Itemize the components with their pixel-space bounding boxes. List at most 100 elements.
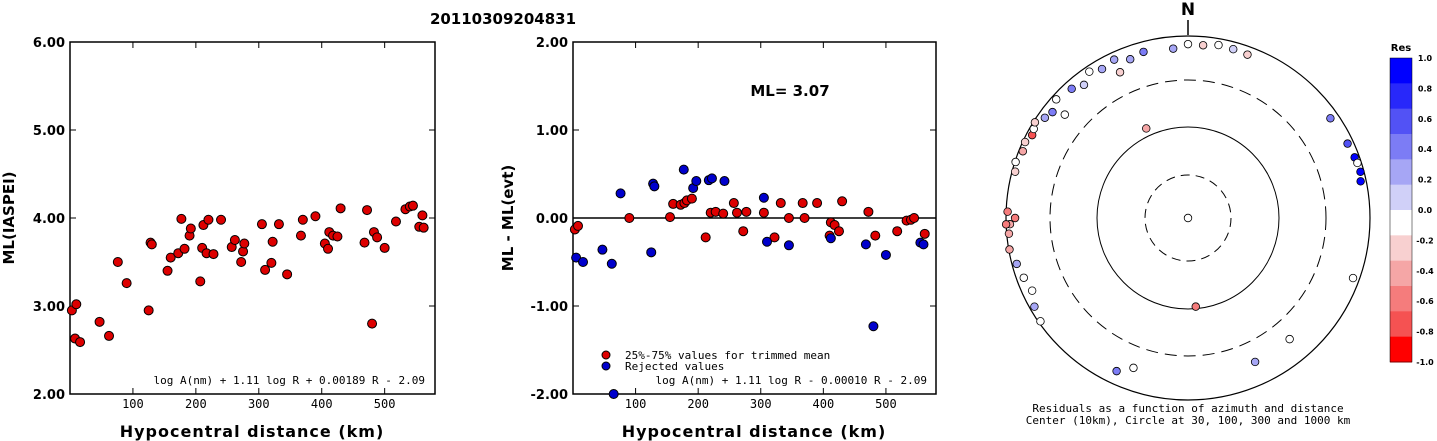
legend-label-rejected: Rejected values bbox=[625, 360, 724, 373]
magnitude-formula: log A(nm) + 1.11 log R + 0.00189 R - 2.0… bbox=[153, 374, 425, 387]
rejected-point bbox=[649, 181, 660, 192]
x-tick-label: 500 bbox=[875, 397, 897, 411]
x-tick-label: 500 bbox=[374, 397, 396, 411]
colorbar-cell bbox=[1390, 336, 1412, 363]
trimmed-point bbox=[783, 213, 794, 223]
data-point bbox=[203, 214, 214, 225]
colorbar-ticks: 1.0 0.8 0.6 0.4 0.2 0.0 -0.2 -0.4 -0.6 -0.8 -1.0 bbox=[1416, 54, 1434, 367]
x-tick-label: 300 bbox=[750, 397, 772, 411]
colorbar-tick-label: -0.4 bbox=[1416, 267, 1434, 276]
station-point bbox=[1229, 45, 1238, 54]
station-point bbox=[1129, 363, 1138, 373]
station-point bbox=[1030, 302, 1039, 311]
colorbar-cell bbox=[1390, 83, 1412, 110]
station-point bbox=[1040, 113, 1050, 122]
colorbar-tick-label: -0.6 bbox=[1416, 297, 1434, 306]
data-point bbox=[260, 264, 271, 275]
station-point bbox=[1052, 95, 1061, 104]
data-point bbox=[162, 265, 173, 276]
trimmed-point bbox=[892, 226, 903, 237]
data-point bbox=[417, 210, 428, 221]
data-point bbox=[216, 214, 227, 225]
magnitude-x-axis-label: Hypocentral distance (km) bbox=[120, 422, 385, 441]
data-point bbox=[379, 242, 390, 253]
station-point bbox=[1243, 50, 1252, 59]
trimmed-point bbox=[769, 232, 780, 243]
y-tick-label: 2.00 bbox=[536, 36, 568, 51]
y-tick-label: 0.00 bbox=[536, 212, 568, 227]
x-tick-label: 300 bbox=[248, 397, 270, 411]
legend-marker-rejected bbox=[601, 361, 611, 371]
trimmed-point bbox=[909, 213, 920, 223]
station-point bbox=[1126, 55, 1135, 64]
rejected-point bbox=[758, 192, 769, 203]
colorbar-tick-label: -1.0 bbox=[1416, 358, 1434, 367]
x-tick-label: 100 bbox=[625, 397, 647, 411]
station-point bbox=[1060, 110, 1070, 119]
rejected-point bbox=[678, 164, 689, 175]
colorbar: Res 1.0 0.8 0.6 0.4 0.2 0.0 -0.2 -0.4 -0.6 -0.8 -1… bbox=[1389, 43, 1434, 367]
colorbar-tick-label: 0.4 bbox=[1418, 145, 1433, 154]
station-point bbox=[1214, 40, 1223, 50]
data-point bbox=[176, 213, 187, 224]
legend-label-trimmed: 25%-75% values for trimmed mean bbox=[625, 349, 830, 362]
station-point bbox=[1003, 207, 1012, 216]
data-point bbox=[407, 200, 418, 211]
data-point bbox=[143, 305, 154, 316]
magnitude-y-axis-label: ML(IASPEI) bbox=[0, 171, 18, 264]
data-point bbox=[323, 243, 334, 254]
data-point bbox=[310, 211, 321, 222]
station-point bbox=[1011, 157, 1020, 167]
x-tick-label: 200 bbox=[687, 397, 709, 411]
station-point bbox=[1018, 147, 1028, 156]
data-point bbox=[273, 219, 284, 230]
magnitude-panel: 2.00 3.00 4.00 5.00 6.00 100 200 300 400 500 log… bbox=[0, 36, 436, 441]
trimmed-point bbox=[758, 207, 769, 218]
rejected-point bbox=[825, 233, 836, 244]
residual-y-axis-label: ML - ML(evt) bbox=[499, 165, 517, 271]
data-point bbox=[121, 278, 132, 289]
magnitude-y-ticks: 2.00 3.00 4.00 5.00 6.00 bbox=[33, 36, 435, 403]
y-tick-label: 1.00 bbox=[536, 124, 568, 139]
polar-caption-line1: Residuals as a function of azimuth and d… bbox=[1032, 402, 1343, 415]
station-point bbox=[1356, 167, 1365, 176]
rejected-point bbox=[606, 258, 617, 269]
data-point bbox=[332, 231, 343, 242]
rejected-point bbox=[571, 252, 582, 263]
colorbar-cell bbox=[1390, 235, 1412, 262]
data-point bbox=[418, 222, 429, 233]
data-point bbox=[146, 239, 157, 250]
station-point bbox=[1019, 273, 1028, 282]
data-point bbox=[239, 238, 250, 249]
rejected-point bbox=[880, 249, 891, 260]
colorbar-tick-label: 1.0 bbox=[1418, 54, 1433, 63]
data-point bbox=[362, 205, 373, 216]
x-tick-label: 100 bbox=[122, 397, 144, 411]
ml-annotation: ML= 3.07 bbox=[750, 82, 829, 100]
station-point bbox=[1191, 302, 1200, 311]
residual-x-ticks: 100 200 300 400 500 bbox=[625, 42, 897, 411]
trimmed-point bbox=[573, 220, 584, 231]
data-point bbox=[367, 318, 378, 329]
legend-marker-trimmed bbox=[601, 350, 611, 360]
rejected-point bbox=[860, 239, 871, 250]
rejected-point bbox=[578, 257, 589, 267]
data-point bbox=[229, 235, 240, 245]
trimmed-point bbox=[741, 206, 752, 217]
data-point bbox=[236, 257, 247, 267]
colorbar-frame bbox=[1389, 57, 1413, 363]
colorbar-cell bbox=[1390, 184, 1412, 211]
data-point bbox=[282, 269, 293, 280]
x-tick-label: 400 bbox=[311, 397, 333, 411]
data-point bbox=[185, 223, 196, 234]
trimmed-point bbox=[799, 213, 810, 223]
station-point bbox=[1004, 229, 1014, 238]
station-point bbox=[1142, 124, 1151, 133]
y-tick-label: 6.00 bbox=[33, 36, 65, 51]
residual-points bbox=[569, 164, 930, 399]
rejected-point bbox=[646, 247, 657, 258]
colorbar-tick-label: 0.8 bbox=[1418, 84, 1433, 93]
data-point bbox=[295, 230, 306, 241]
data-point bbox=[75, 337, 86, 348]
station-point bbox=[1085, 67, 1094, 76]
